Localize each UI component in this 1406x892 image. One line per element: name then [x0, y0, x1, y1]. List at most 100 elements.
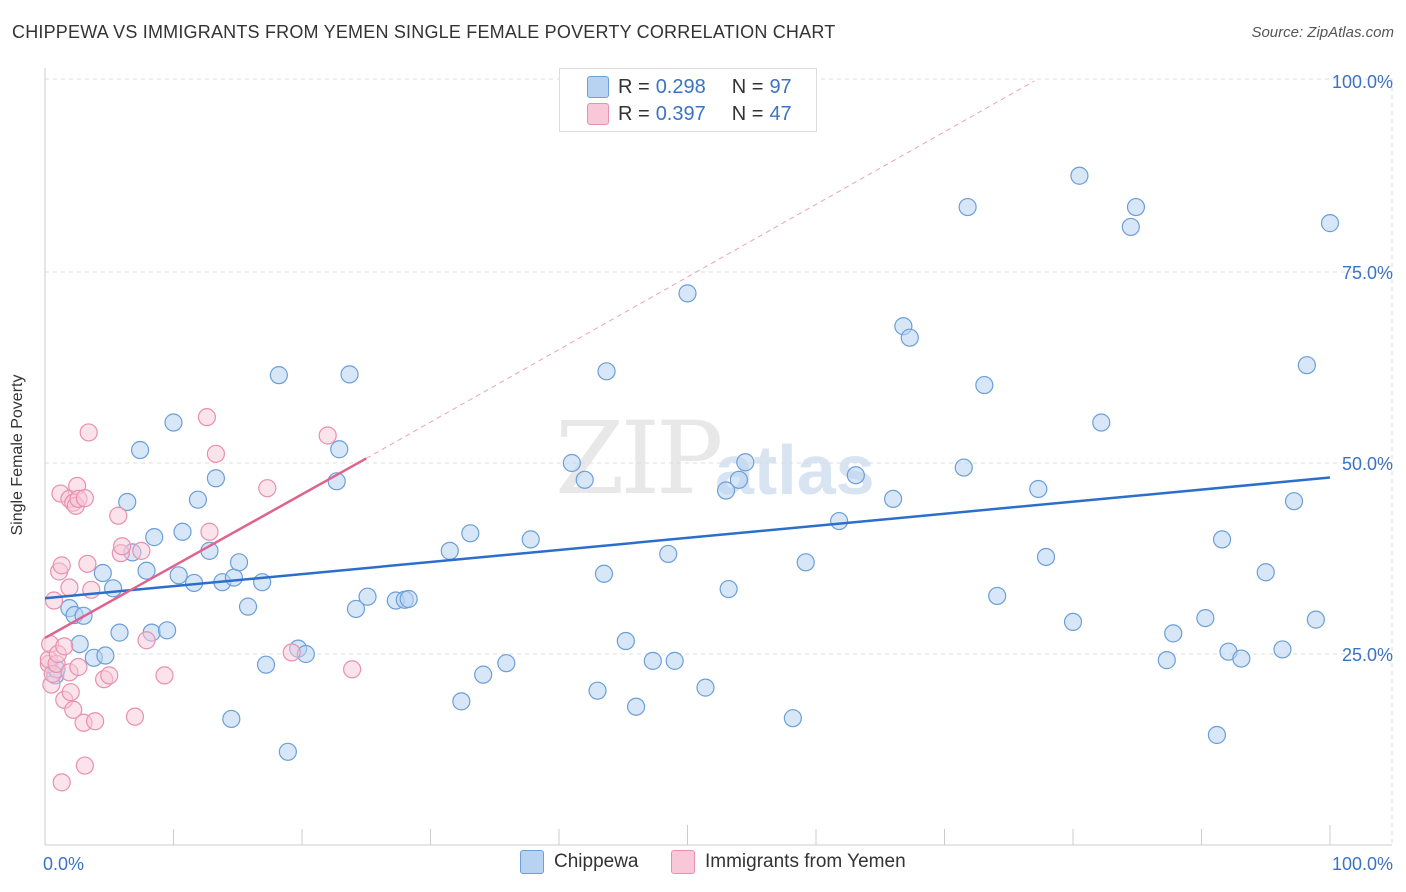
- y-tick-label-100: 100.0%: [1332, 72, 1393, 92]
- chippewa-point-49: [521, 530, 540, 549]
- chippewa-point-11: [118, 492, 137, 512]
- chippewa-point-60: [678, 284, 697, 303]
- yemen-point-46: [343, 660, 362, 679]
- chippewa-point-27: [224, 568, 243, 587]
- chippewa-point-10: [110, 623, 129, 642]
- chippewa-point-40: [358, 587, 377, 606]
- yemen-point-44: [282, 643, 301, 662]
- chippewa-point-72: [900, 328, 919, 347]
- yemen-point-12: [55, 637, 74, 656]
- chippewa-point-94: [1297, 356, 1316, 375]
- chippewa-point-38: [340, 365, 359, 384]
- chippewa-point-93: [1284, 492, 1304, 511]
- chippewa-point-53: [594, 564, 614, 583]
- legend-swatch-yemen: [671, 850, 695, 874]
- chippewa-point-90: [1232, 649, 1251, 668]
- watermark-zip: ZIP: [555, 400, 723, 517]
- x-tick-label-100: 100.0%: [1332, 854, 1393, 874]
- yemen-point-42: [206, 444, 226, 463]
- yemen-point-28: [79, 423, 98, 442]
- chippewa-point-9: [104, 579, 123, 598]
- legend-item-chippewa[interactable]: Chippewa: [520, 850, 639, 874]
- legend-item-yemen[interactable]: Immigrants from Yemen: [671, 850, 906, 874]
- chippewa-point-70: [883, 489, 903, 509]
- yemen-trendline: [44, 457, 367, 640]
- chippewa-point-68: [830, 511, 849, 531]
- yemen-point-36: [125, 707, 145, 726]
- yemen-point-11: [52, 556, 71, 575]
- chippewa-point-37: [330, 440, 349, 459]
- yemen-point-37: [132, 541, 151, 560]
- chippewa-point-73: [954, 458, 973, 477]
- chippewa-point-19: [169, 566, 188, 585]
- y-tick-label-50: 50.0%: [1342, 454, 1393, 474]
- x-tick-label-0: 0.0%: [43, 854, 84, 874]
- yemen-point-25: [75, 489, 94, 508]
- chippewa-point-20: [173, 522, 192, 541]
- chippewa-point-32: [269, 366, 288, 385]
- y-tick-label-75: 75.0%: [1342, 263, 1393, 283]
- chippewa-point-39: [346, 599, 366, 619]
- chippewa-point-78: [1036, 547, 1056, 567]
- chippewa-point-64: [729, 470, 749, 489]
- yemen-point-45: [318, 426, 337, 445]
- chippewa-point-95: [1306, 610, 1325, 629]
- legend-n-label: N =: [731, 75, 764, 98]
- yemen-point-33: [109, 506, 128, 525]
- legend-r-label: R =: [618, 102, 650, 125]
- chippewa-point-26: [222, 709, 241, 729]
- chippewa-point-51: [575, 470, 594, 489]
- yemen-point-27: [78, 554, 97, 573]
- yemen-point-29: [82, 580, 101, 599]
- chippewa-point-76: [988, 586, 1007, 606]
- legend-n-value-yemen: 47: [769, 102, 792, 125]
- chippewa-point-79: [1063, 612, 1083, 632]
- yemen-point-41: [200, 522, 219, 541]
- chippewa-point-52: [588, 681, 607, 700]
- chippewa-point-87: [1207, 725, 1227, 745]
- yemen-point-38: [137, 631, 156, 650]
- yemen-point-43: [258, 479, 277, 498]
- chippewa-point-44: [440, 541, 459, 560]
- yemen-point-5: [44, 591, 64, 610]
- legend-label-chippewa: Chippewa: [554, 851, 639, 872]
- yemen-point-10: [52, 773, 71, 792]
- chippewa-point-80: [1070, 166, 1089, 185]
- chippewa-point-33: [278, 742, 297, 761]
- correlation-legend: R = 0.298 N = 97 R = 0.397 N = 47: [559, 68, 817, 132]
- yemen-point-23: [69, 657, 88, 677]
- yemen-point-15: [60, 578, 79, 597]
- chippewa-point-24: [206, 469, 226, 488]
- chippewa-point-63: [719, 579, 738, 599]
- y-tick-label-25: 25.0%: [1342, 645, 1393, 665]
- legend-label-yemen: Immigrants from Yemen: [705, 851, 906, 872]
- yemen-point-32: [100, 666, 119, 685]
- yemen-point-26: [75, 756, 94, 775]
- legend-swatch-chippewa: [587, 76, 609, 98]
- chippewa-point-43: [399, 589, 418, 609]
- chippewa-point-81: [1092, 413, 1111, 432]
- yemen-point-35: [112, 537, 132, 556]
- chippewa-point-96: [1320, 214, 1340, 233]
- chippewa-point-4: [70, 634, 89, 654]
- chippewa-point-7: [93, 563, 112, 583]
- chippewa-point-57: [643, 651, 662, 670]
- chippewa-point-56: [626, 697, 646, 716]
- chippewa-point-92: [1273, 640, 1292, 659]
- series-legend: Chippewa Immigrants from Yemen: [0, 850, 1406, 878]
- chippewa-point-75: [975, 375, 994, 395]
- chippewa-point-84: [1157, 651, 1176, 670]
- yemen-trendline-extension: [366, 80, 1035, 459]
- chippewa-point-13: [130, 440, 150, 460]
- chippewa-point-66: [783, 709, 802, 728]
- chippewa-point-29: [238, 597, 258, 616]
- legend-r-value-chippewa: 0.298: [655, 75, 706, 98]
- chippewa-point-17: [157, 621, 177, 640]
- chippewa-point-67: [796, 553, 815, 572]
- chippewa-point-88: [1212, 530, 1232, 549]
- chippewa-point-59: [665, 651, 684, 670]
- legend-swatch-chippewa: [520, 850, 544, 874]
- legend-r-value-yemen: 0.397: [655, 102, 706, 125]
- yemen-point-40: [197, 408, 217, 427]
- chippewa-point-22: [188, 490, 208, 509]
